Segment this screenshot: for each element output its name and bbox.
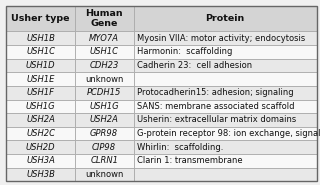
Bar bbox=[134, 100, 317, 113]
Text: PCDH15: PCDH15 bbox=[87, 88, 121, 97]
Bar bbox=[6, 6, 75, 31]
Bar bbox=[75, 6, 134, 31]
Bar bbox=[6, 100, 75, 113]
Bar bbox=[134, 72, 317, 86]
Bar bbox=[134, 6, 317, 31]
Bar bbox=[6, 59, 75, 72]
Bar bbox=[134, 31, 317, 45]
Bar bbox=[75, 59, 134, 72]
Bar bbox=[75, 168, 134, 181]
Text: CLRN1: CLRN1 bbox=[90, 156, 118, 165]
Text: USH1D: USH1D bbox=[26, 61, 55, 70]
Bar bbox=[75, 31, 134, 45]
Bar bbox=[75, 100, 134, 113]
Bar bbox=[75, 140, 134, 154]
Text: MYO7A: MYO7A bbox=[89, 34, 119, 43]
Text: Human
Gene: Human Gene bbox=[85, 9, 123, 28]
Text: USH2D: USH2D bbox=[26, 143, 55, 152]
Bar bbox=[134, 59, 317, 72]
Text: USH1C: USH1C bbox=[90, 47, 119, 56]
Bar bbox=[6, 168, 75, 181]
Bar bbox=[6, 140, 75, 154]
Text: G-protein receptor 98: ion exchange, signaling: G-protein receptor 98: ion exchange, sig… bbox=[137, 129, 320, 138]
Text: Usher type: Usher type bbox=[11, 14, 70, 23]
Text: Harmonin:  scaffolding: Harmonin: scaffolding bbox=[137, 47, 232, 56]
Bar bbox=[75, 45, 134, 59]
Text: USH2C: USH2C bbox=[26, 129, 55, 138]
Bar bbox=[134, 113, 317, 127]
Bar bbox=[134, 45, 317, 59]
Text: Protein: Protein bbox=[206, 14, 245, 23]
Text: GPR98: GPR98 bbox=[90, 129, 118, 138]
Text: Usherin: extracellular matrix domains: Usherin: extracellular matrix domains bbox=[137, 115, 296, 125]
Text: Whirlin:  scaffolding.: Whirlin: scaffolding. bbox=[137, 143, 223, 152]
Text: CDH23: CDH23 bbox=[90, 61, 119, 70]
Bar bbox=[6, 31, 75, 45]
Text: USH1C: USH1C bbox=[26, 47, 55, 56]
Bar bbox=[75, 127, 134, 140]
Text: USH2A: USH2A bbox=[26, 115, 55, 125]
Text: USH2A: USH2A bbox=[90, 115, 119, 125]
Bar bbox=[6, 45, 75, 59]
Text: Myosin VIIA: motor activity; endocytosis: Myosin VIIA: motor activity; endocytosis bbox=[137, 34, 305, 43]
Text: USH1B: USH1B bbox=[26, 34, 55, 43]
Bar bbox=[134, 86, 317, 100]
Bar bbox=[6, 113, 75, 127]
Bar bbox=[6, 72, 75, 86]
Text: USH1G: USH1G bbox=[89, 102, 119, 111]
Bar bbox=[75, 86, 134, 100]
Text: SANS: membrane associated scaffold: SANS: membrane associated scaffold bbox=[137, 102, 294, 111]
Bar bbox=[6, 127, 75, 140]
Bar bbox=[134, 140, 317, 154]
Text: USH1F: USH1F bbox=[27, 88, 54, 97]
Text: Cadherin 23:  cell adhesion: Cadherin 23: cell adhesion bbox=[137, 61, 252, 70]
Bar bbox=[75, 113, 134, 127]
Text: Protocadherin15: adhesion; signaling: Protocadherin15: adhesion; signaling bbox=[137, 88, 293, 97]
Text: unknown: unknown bbox=[85, 170, 124, 179]
Text: USH3B: USH3B bbox=[26, 170, 55, 179]
Bar bbox=[134, 127, 317, 140]
Bar bbox=[6, 154, 75, 168]
Text: USH3A: USH3A bbox=[26, 156, 55, 165]
Text: USH1G: USH1G bbox=[26, 102, 55, 111]
Bar bbox=[6, 86, 75, 100]
Bar bbox=[134, 168, 317, 181]
Bar bbox=[75, 154, 134, 168]
Text: Clarin 1: transmembrane: Clarin 1: transmembrane bbox=[137, 156, 243, 165]
Bar bbox=[75, 72, 134, 86]
Text: CIP98: CIP98 bbox=[92, 143, 116, 152]
Text: USH1E: USH1E bbox=[26, 75, 55, 84]
Text: unknown: unknown bbox=[85, 75, 124, 84]
Bar bbox=[134, 154, 317, 168]
